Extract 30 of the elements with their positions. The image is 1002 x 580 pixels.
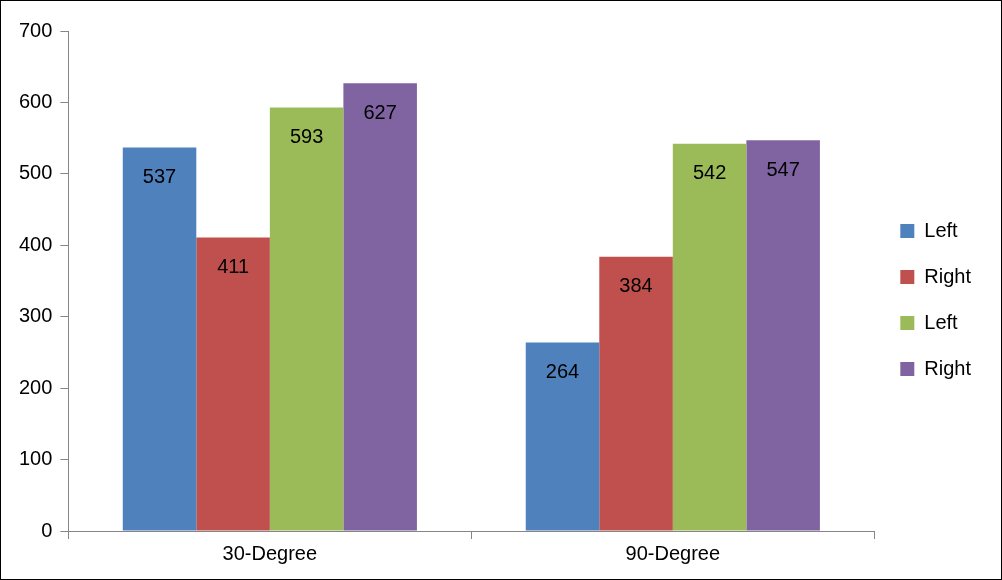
bar xyxy=(269,107,344,531)
x-tick-label: 90-Degree xyxy=(625,541,721,564)
data-label: 537 xyxy=(142,164,177,187)
y-tick-label: 100 xyxy=(18,447,53,470)
data-label: 547 xyxy=(766,157,800,180)
data-label: 384 xyxy=(619,274,653,297)
y-tick-label: 600 xyxy=(18,89,53,112)
data-label: 593 xyxy=(289,124,324,147)
bar xyxy=(343,83,417,531)
y-tick-label: 300 xyxy=(18,304,53,327)
bar xyxy=(746,140,820,531)
y-tick-label: 400 xyxy=(18,232,53,255)
y-tick-label: 500 xyxy=(18,161,53,184)
data-label: 627 xyxy=(363,100,397,123)
data-label: 542 xyxy=(692,161,727,184)
legend-label: Left xyxy=(924,218,959,241)
legend-label: Left xyxy=(924,310,959,333)
x-tick-label: 30-Degree xyxy=(222,541,318,564)
y-tick-label: 200 xyxy=(18,375,53,398)
bar xyxy=(599,256,673,531)
bar xyxy=(672,143,747,531)
data-label: 411 xyxy=(217,254,250,277)
legend-label: Right xyxy=(924,356,972,379)
bar xyxy=(122,147,197,531)
data-label: 264 xyxy=(545,359,580,382)
bar xyxy=(525,342,600,531)
bar xyxy=(196,237,270,531)
y-tick-label: 700 xyxy=(18,18,53,41)
legend-label: Right xyxy=(924,264,972,287)
y-tick-label: 0 xyxy=(41,518,53,541)
